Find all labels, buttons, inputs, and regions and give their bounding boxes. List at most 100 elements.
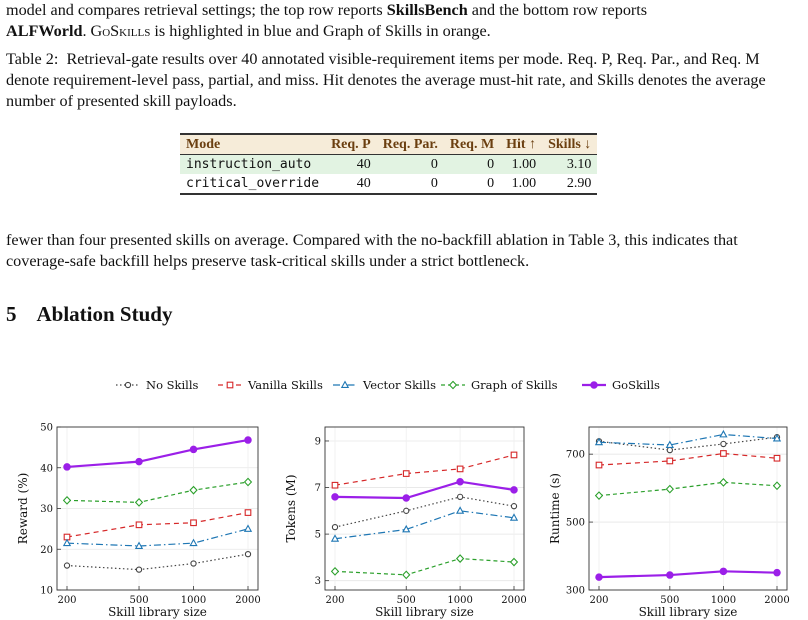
data-point xyxy=(189,445,198,454)
table-cell: 0 xyxy=(430,157,438,172)
data-point xyxy=(190,560,197,567)
chart-panel: 300 500 700 200 500 1000 2000 Skill library siz… xyxy=(548,426,790,619)
legend-label: Graph of Skills xyxy=(471,378,558,392)
table-header-row: Mode Req. P Req. Par. Req. M Hit ↑ Skill… xyxy=(180,134,598,155)
data-point xyxy=(594,437,604,446)
x-tick-label: 1000 xyxy=(181,595,206,606)
y-tick-label: 500 xyxy=(566,518,585,529)
caption-label: Table 2: xyxy=(6,50,59,68)
data-point xyxy=(63,463,71,471)
x-tick-label: 500 xyxy=(129,595,148,606)
data-point xyxy=(719,477,728,487)
data-point xyxy=(135,457,143,466)
data-point xyxy=(243,524,253,532)
y-axis-label: Reward (%) xyxy=(16,473,30,545)
data-point xyxy=(189,538,198,547)
x-axis-label: Skill library size xyxy=(108,605,207,619)
data-point xyxy=(719,567,728,576)
x-axis-label: Skill library size xyxy=(639,605,738,619)
y-tick-label: 10 xyxy=(40,586,53,597)
data-point xyxy=(666,571,674,579)
ablation-figure: No Skills Vanilla Skills Vector Skills Grap… xyxy=(16,378,790,619)
table-cell: instruction_auto xyxy=(186,157,312,172)
y-axis-label: Runtime (s) xyxy=(548,473,562,544)
data-point xyxy=(509,513,519,521)
data-point xyxy=(134,497,144,507)
data-point xyxy=(595,461,603,469)
data-point xyxy=(330,566,340,576)
data-point xyxy=(666,457,674,465)
y-tick-label: 9 xyxy=(315,436,321,447)
series-line xyxy=(598,433,778,446)
col-header-skills: Skills ↓ xyxy=(548,137,592,152)
legend-marker xyxy=(340,380,350,388)
series-line xyxy=(598,452,778,466)
data-point xyxy=(665,484,674,494)
x-tick-label: 200 xyxy=(325,595,344,606)
data-point xyxy=(773,454,781,462)
table-cell: critical_override xyxy=(186,176,320,191)
data-point xyxy=(331,481,339,489)
y-tick-label: 50 xyxy=(40,423,53,434)
data-point xyxy=(189,485,198,495)
plot-frame xyxy=(56,426,259,591)
y-tick-label: 5 xyxy=(315,530,321,541)
data-point xyxy=(666,446,673,454)
series-line xyxy=(334,557,515,576)
col-header-hit: Hit ↑ xyxy=(506,137,537,152)
legend-label: Vector Skills xyxy=(362,378,436,392)
table-cell: 0 xyxy=(430,176,438,191)
chart-panel: 3 5 7 9 200 500 1000 2000 Skill library size Toke… xyxy=(284,426,527,619)
data-point xyxy=(455,506,465,514)
x-tick-label: 1000 xyxy=(447,595,472,606)
y-tick-label: 300 xyxy=(566,586,585,597)
data-point xyxy=(510,503,518,510)
results-table: Mode Req. P Req. Par. Req. M Hit ↑ Skill… xyxy=(180,133,598,195)
data-point xyxy=(62,495,72,505)
data-point xyxy=(456,493,464,501)
table-cell: 0 xyxy=(487,176,495,191)
series-line xyxy=(66,528,249,547)
plot-frame xyxy=(588,426,788,591)
data-point xyxy=(595,573,603,581)
y-tick-label: 7 xyxy=(315,483,321,494)
series-line xyxy=(66,481,249,503)
data-point xyxy=(510,486,518,494)
data-point xyxy=(190,519,197,527)
series-line xyxy=(66,553,249,571)
table-cell: 40 xyxy=(356,176,371,191)
data-point xyxy=(456,465,464,473)
data-point xyxy=(402,524,411,533)
series-line xyxy=(598,481,778,497)
col-header-req-p: Req. P xyxy=(331,137,371,152)
table-cell: 1.00 xyxy=(511,157,537,172)
data-point xyxy=(509,557,519,567)
data-point xyxy=(773,568,781,577)
series-line xyxy=(334,496,515,528)
chart-legend: No Skills Vanilla Skills Vector Skills Grap… xyxy=(116,378,660,392)
data-point xyxy=(331,493,339,501)
legend-label: Vanilla Skills xyxy=(247,378,323,392)
data-point xyxy=(330,534,340,542)
data-point xyxy=(665,440,674,448)
y-tick-label: 20 xyxy=(40,545,53,556)
legend-marker xyxy=(448,380,458,390)
plot-frame xyxy=(324,426,525,591)
data-point xyxy=(243,477,253,487)
col-header-req-par: Req. Par. xyxy=(382,137,438,152)
data-point xyxy=(772,481,782,491)
series-line xyxy=(334,454,515,486)
x-tick-label: 200 xyxy=(589,595,608,606)
table-caption: Table 2: Retrieval-gate results over 40 … xyxy=(6,49,802,112)
data-point xyxy=(135,521,143,529)
y-tick-label: 30 xyxy=(40,504,53,515)
table-row: instruction_auto 40 0 0 1.00 3.10 xyxy=(180,154,598,174)
table-cell: 40 xyxy=(356,157,371,172)
data-point xyxy=(135,566,143,573)
section-heading: 5 Ablation Study xyxy=(6,302,172,327)
legend-label: GoSkills xyxy=(612,378,660,392)
data-point xyxy=(331,523,339,531)
table-cell: 2.90 xyxy=(566,176,592,191)
data-point xyxy=(244,509,252,516)
data-point xyxy=(402,470,410,477)
